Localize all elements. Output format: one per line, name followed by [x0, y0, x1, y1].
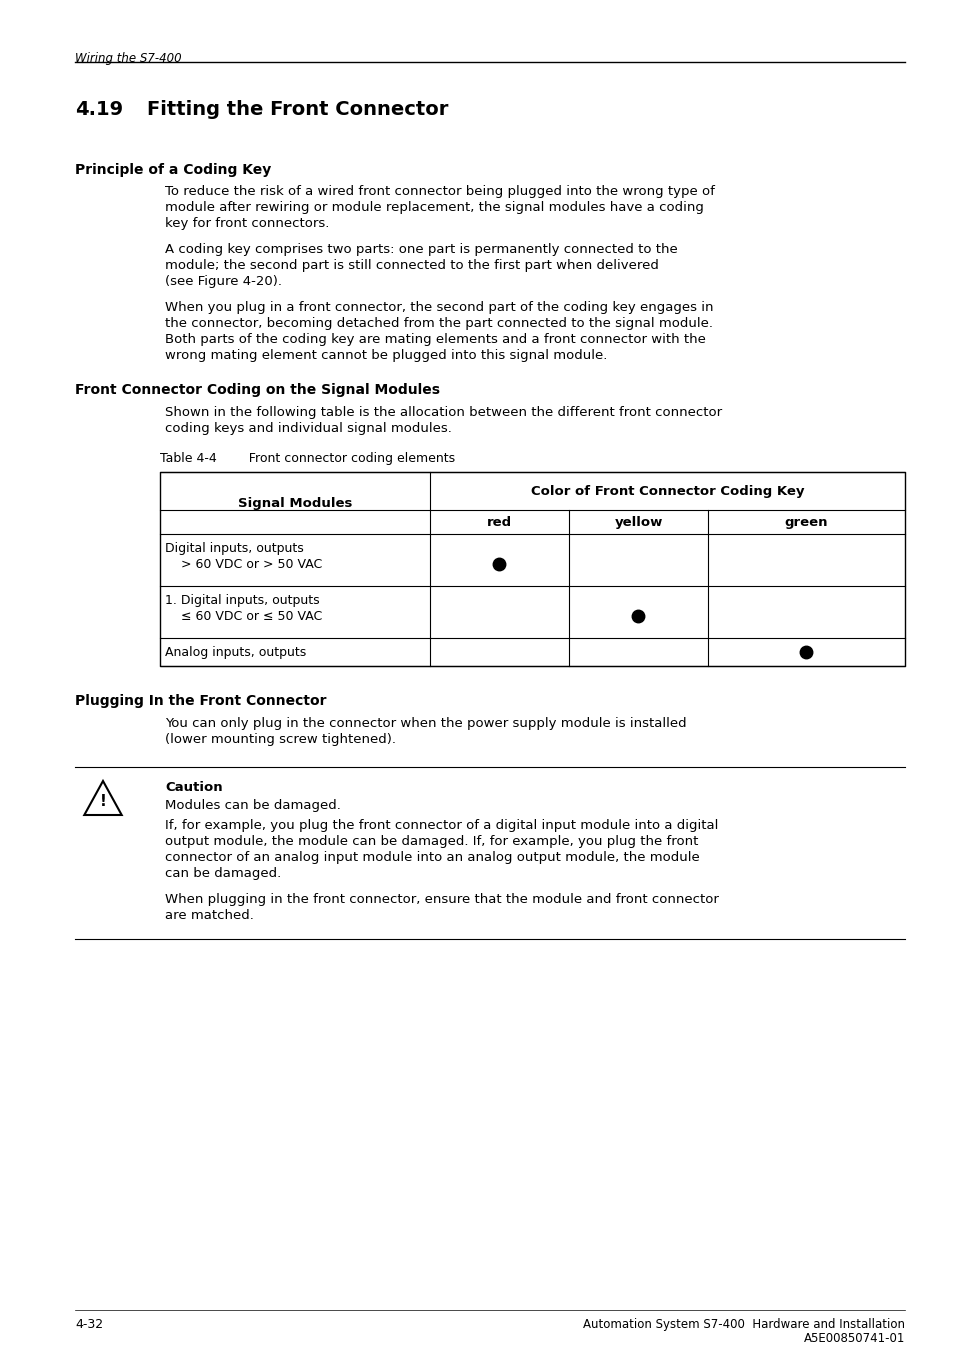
Text: Signal Modules: Signal Modules — [237, 497, 352, 510]
Text: Color of Front Connector Coding Key: Color of Front Connector Coding Key — [530, 485, 803, 498]
Text: ≤ 60 VDC or ≤ 50 VAC: ≤ 60 VDC or ≤ 50 VAC — [165, 610, 322, 622]
Text: Table 4-4        Front connector coding elements: Table 4-4 Front connector coding element… — [160, 452, 455, 464]
Text: red: red — [486, 516, 512, 529]
Text: (see Figure 4-20).: (see Figure 4-20). — [165, 275, 282, 288]
Text: Analog inputs, outputs: Analog inputs, outputs — [165, 647, 306, 659]
Text: connector of an analog input module into an analog output module, the module: connector of an analog input module into… — [165, 850, 699, 864]
Text: 1. Digital inputs, outputs: 1. Digital inputs, outputs — [165, 594, 319, 608]
Text: If, for example, you plug the front connector of a digital input module into a d: If, for example, you plug the front conn… — [165, 819, 718, 832]
Text: green: green — [784, 516, 827, 529]
Text: Modules can be damaged.: Modules can be damaged. — [165, 799, 340, 811]
Bar — [160, 472, 904, 666]
Text: Shown in the following table is the allocation between the different front conne: Shown in the following table is the allo… — [165, 406, 721, 418]
Text: !: ! — [99, 794, 107, 809]
Text: wrong mating element cannot be plugged into this signal module.: wrong mating element cannot be plugged i… — [165, 350, 607, 362]
Text: 4-32: 4-32 — [75, 1318, 103, 1331]
Text: yellow: yellow — [614, 516, 662, 529]
Text: Front Connector Coding on the Signal Modules: Front Connector Coding on the Signal Mod… — [75, 383, 439, 397]
Text: When you plug in a front connector, the second part of the coding key engages in: When you plug in a front connector, the … — [165, 301, 713, 315]
Text: Plugging In the Front Connector: Plugging In the Front Connector — [75, 694, 326, 707]
Text: are matched.: are matched. — [165, 909, 253, 922]
Text: Principle of a Coding Key: Principle of a Coding Key — [75, 163, 271, 177]
Text: output module, the module can be damaged. If, for example, you plug the front: output module, the module can be damaged… — [165, 836, 698, 848]
Text: To reduce the risk of a wired front connector being plugged into the wrong type : To reduce the risk of a wired front conn… — [165, 185, 714, 198]
Text: When plugging in the front connector, ensure that the module and front connector: When plugging in the front connector, en… — [165, 892, 719, 906]
Text: coding keys and individual signal modules.: coding keys and individual signal module… — [165, 423, 452, 435]
Text: module; the second part is still connected to the first part when delivered: module; the second part is still connect… — [165, 259, 659, 271]
Text: 4.19: 4.19 — [75, 100, 123, 119]
Text: Automation System S7-400  Hardware and Installation: Automation System S7-400 Hardware and In… — [582, 1318, 904, 1331]
Bar — [160, 472, 904, 535]
Text: key for front connectors.: key for front connectors. — [165, 217, 329, 230]
Text: module after rewiring or module replacement, the signal modules have a coding: module after rewiring or module replacem… — [165, 201, 703, 215]
Text: Both parts of the coding key are mating elements and a front connector with the: Both parts of the coding key are mating … — [165, 333, 705, 346]
Text: > 60 VDC or > 50 VAC: > 60 VDC or > 50 VAC — [165, 558, 322, 571]
Text: A coding key comprises two parts: one part is permanently connected to the: A coding key comprises two parts: one pa… — [165, 243, 677, 256]
Text: Fitting the Front Connector: Fitting the Front Connector — [147, 100, 448, 119]
Text: Digital inputs, outputs: Digital inputs, outputs — [165, 541, 303, 555]
Text: can be damaged.: can be damaged. — [165, 867, 281, 880]
Text: Caution: Caution — [165, 782, 222, 794]
Text: the connector, becoming detached from the part connected to the signal module.: the connector, becoming detached from th… — [165, 317, 712, 329]
Text: You can only plug in the connector when the power supply module is installed: You can only plug in the connector when … — [165, 717, 686, 730]
Text: (lower mounting screw tightened).: (lower mounting screw tightened). — [165, 733, 395, 747]
Text: A5E00850741-01: A5E00850741-01 — [802, 1332, 904, 1345]
Text: Wiring the S7-400: Wiring the S7-400 — [75, 53, 181, 65]
